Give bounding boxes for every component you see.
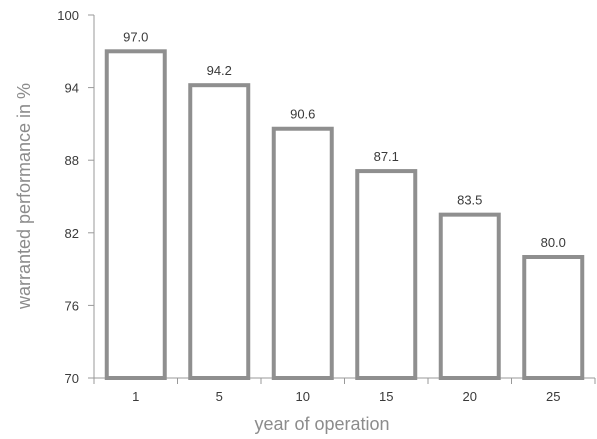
y-tick-label: 88 xyxy=(65,153,79,168)
y-tick-label: 94 xyxy=(65,81,79,96)
y-tick-label: 76 xyxy=(65,298,79,313)
bar xyxy=(438,212,501,380)
x-tick-label: 5 xyxy=(216,389,223,404)
chart-labels: 70 76 82 88 94 100 97.0 1 94.2 5 90.6 10 87.1 15 83.5 2… xyxy=(57,8,566,404)
x-axis-title: year of operation xyxy=(254,414,389,434)
x-tick-label: 20 xyxy=(463,389,477,404)
y-tick-label: 100 xyxy=(57,8,79,23)
bar xyxy=(188,83,251,381)
bar-value-label: 90.6 xyxy=(290,107,315,122)
x-tick-label: 10 xyxy=(296,389,310,404)
bar xyxy=(271,126,334,380)
x-tick-label: 25 xyxy=(546,389,560,404)
chart-bars xyxy=(104,49,585,381)
y-axis-title: warranted performance in % xyxy=(14,83,34,310)
bar-value-label: 97.0 xyxy=(123,29,148,44)
bar-value-label: 94.2 xyxy=(207,63,232,78)
y-tick-label: 82 xyxy=(65,226,79,241)
chart-axes xyxy=(88,14,596,384)
bar-value-label: 80.0 xyxy=(541,235,566,250)
y-tick-label: 70 xyxy=(65,371,79,386)
x-tick-label: 15 xyxy=(379,389,393,404)
bar xyxy=(104,49,167,381)
bar xyxy=(522,255,585,380)
bar xyxy=(355,169,418,380)
x-tick-label: 1 xyxy=(132,389,139,404)
bar-value-label: 87.1 xyxy=(374,149,399,164)
bar-value-label: 83.5 xyxy=(457,193,482,208)
